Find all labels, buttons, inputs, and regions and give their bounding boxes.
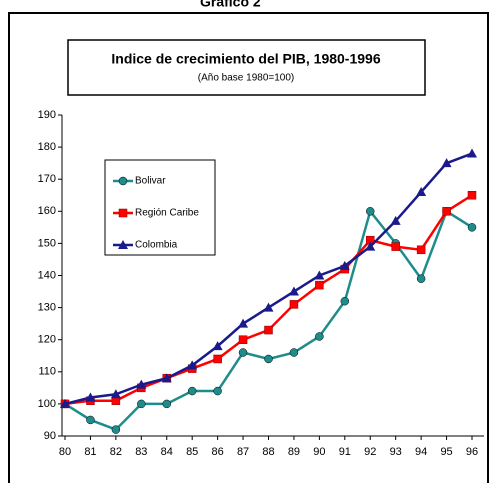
marker — [264, 354, 273, 364]
marker — [60, 398, 70, 408]
marker — [416, 274, 426, 283]
marker — [110, 389, 121, 399]
legend-label: Bolivar — [135, 176, 166, 187]
x-tick-label: 80 — [59, 446, 71, 458]
x-tick-label: 88 — [262, 446, 274, 458]
marker — [391, 242, 400, 251]
marker — [118, 176, 128, 186]
chart-subtitle: (Año base 1980=100) — [198, 73, 294, 84]
y-tick-label: 90 — [44, 430, 56, 442]
marker — [264, 325, 273, 335]
y-tick-label: 100 — [38, 398, 56, 410]
title-box — [67, 39, 426, 96]
x-tick-label: 85 — [186, 446, 198, 458]
marker — [467, 223, 477, 232]
marker — [340, 296, 350, 306]
marker — [161, 373, 172, 383]
x-tick-label: 87 — [237, 446, 249, 458]
marker — [365, 241, 376, 251]
marker — [212, 341, 223, 351]
marker — [315, 332, 324, 341]
marker — [339, 260, 350, 270]
x-tick-label: 95 — [440, 446, 452, 458]
marker — [238, 335, 248, 344]
marker — [187, 360, 198, 370]
x-tick-label: 91 — [339, 446, 351, 458]
x-tick-label: 89 — [288, 446, 300, 458]
marker — [263, 302, 274, 312]
y-tick-label: 120 — [38, 334, 56, 346]
y-tick-label: 180 — [38, 141, 56, 153]
marker — [441, 158, 452, 168]
marker — [467, 191, 477, 200]
marker — [416, 245, 426, 255]
chart-heading: Gráfico 2 — [200, 0, 261, 10]
x-tick-label: 96 — [466, 446, 478, 458]
x-tick-label: 81 — [84, 446, 96, 458]
x-tick-label: 94 — [415, 446, 427, 458]
marker — [187, 386, 197, 396]
marker — [314, 270, 325, 280]
marker — [390, 215, 401, 225]
y-tick-label: 170 — [38, 173, 56, 185]
marker — [85, 392, 96, 402]
y-tick-label: 150 — [38, 237, 56, 249]
marker — [137, 399, 146, 409]
x-tick-label: 82 — [110, 446, 122, 458]
y-tick-label: 140 — [38, 269, 56, 281]
legend-label: Región Caribe — [135, 208, 199, 219]
marker — [118, 208, 128, 218]
marker — [289, 300, 299, 309]
legend-box — [104, 159, 216, 256]
x-tick-label: 92 — [364, 446, 376, 458]
y-tick-label: 130 — [38, 302, 56, 314]
marker — [111, 425, 121, 434]
y-tick-label: 160 — [38, 205, 56, 217]
marker — [162, 399, 171, 409]
marker — [442, 207, 451, 216]
marker — [86, 415, 95, 425]
legend-label: Colombia — [135, 240, 178, 251]
marker — [238, 348, 248, 357]
marker — [288, 286, 299, 296]
x-tick-label: 93 — [390, 446, 402, 458]
marker — [118, 240, 128, 249]
y-tick-label: 190 — [38, 109, 56, 121]
x-tick-label: 90 — [313, 446, 325, 458]
x-tick-label: 83 — [135, 446, 147, 458]
marker — [238, 318, 249, 328]
marker — [315, 280, 324, 290]
marker — [289, 348, 299, 357]
frame — [8, 12, 489, 483]
marker — [366, 207, 375, 216]
marker — [136, 379, 147, 389]
y-tick-label: 110 — [38, 366, 56, 378]
marker — [213, 386, 222, 396]
chart-title: Indice de crecimiento del PIB, 1980-1996 — [111, 51, 380, 67]
x-tick-label: 86 — [212, 446, 224, 458]
x-tick-label: 84 — [161, 446, 173, 458]
marker — [213, 354, 222, 364]
marker — [416, 187, 427, 197]
marker — [467, 148, 477, 158]
